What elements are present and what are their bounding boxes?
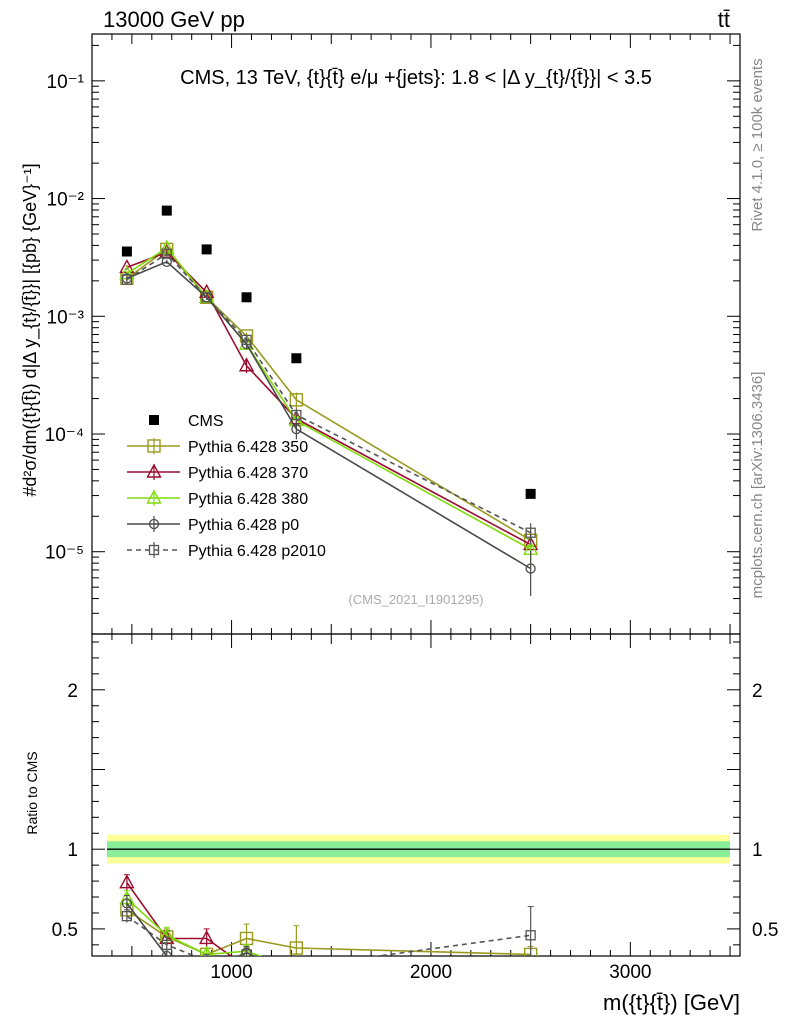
ratio-marker-pythia-6-428-380 bbox=[201, 945, 213, 956]
marker-pythia-6-428-p0 bbox=[525, 563, 536, 574]
ratio-series-group bbox=[119, 874, 538, 982]
ratio-plot-frame bbox=[91, 633, 741, 957]
x-tick-label: 3000 bbox=[609, 962, 651, 983]
marker-pythia-6-428-p2010 bbox=[201, 292, 212, 303]
marker-pythia-6-428-350 bbox=[289, 393, 304, 407]
ratio-y-tick-label: 2 bbox=[67, 681, 78, 702]
ratio-line-pythia-6-428-p0 bbox=[126, 902, 257, 956]
legend-label-cms: CMS bbox=[188, 413, 224, 430]
main-plot-data bbox=[119, 205, 539, 597]
legend-marker-pythia-6-428-350 bbox=[147, 439, 161, 453]
ratio-y-tick-label-right: 1 bbox=[752, 840, 763, 861]
marker-cms bbox=[525, 488, 536, 499]
legend-label-pythia-6-428-p0: Pythia 6.428 p0 bbox=[188, 517, 299, 534]
legend-label-pythia-6-428-p2010: Pythia 6.428 p2010 bbox=[188, 543, 326, 560]
ratio-marker-pythia-6-428-p0 bbox=[292, 969, 301, 978]
series-line-pythia-6-428-p0 bbox=[126, 260, 532, 570]
header-beam-label: 13000 GeV pp bbox=[103, 7, 245, 32]
ratio-marker-pythia-6-428-370 bbox=[198, 929, 215, 945]
series-line-pythia-6-428-370 bbox=[126, 251, 531, 546]
marker-cms bbox=[241, 292, 252, 303]
header-process-label: tt̄ bbox=[718, 7, 730, 32]
legend-marker-pythia-6-428-p0 bbox=[148, 518, 160, 530]
axis-ticks: 10⁻¹ 10⁻² 10⁻³ 10⁻⁴ 10⁻⁵ 0.5 0.5 1 1 2 2 1000 2000 30… bbox=[45, 34, 778, 983]
ratio-y-tick-label: 0.5 bbox=[52, 920, 78, 941]
legend-marker-cms bbox=[149, 415, 159, 425]
rivet-version-label: Rivet 4.1.0, ≥ 100k events bbox=[749, 58, 766, 231]
ratio-marker-pythia-6-428-350 bbox=[289, 941, 304, 955]
ratio-line-pythia-6-428-350 bbox=[126, 909, 531, 956]
ratio-line-pythia-6-428-370 bbox=[126, 882, 233, 956]
main-y-tick-label: 10⁻⁴ bbox=[45, 425, 84, 446]
ratio-y-axis-label: Ratio to CMS bbox=[24, 751, 40, 834]
ratio-line-pythia-6-428-p2010 bbox=[126, 915, 531, 956]
ratio-marker-pythia-6-428-p2010 bbox=[161, 939, 172, 950]
analysis-watermark: (CMS_2021_I1901295) bbox=[348, 592, 483, 607]
x-axis-label: m({t}{t̄}) [GeV] bbox=[603, 990, 740, 1015]
marker-pythia-6-428-p2010 bbox=[161, 248, 172, 259]
ratio-y-tick-label-right: 2 bbox=[752, 681, 763, 702]
ratio-marker-pythia-6-428-370 bbox=[290, 963, 303, 975]
y-axis-label: #d²σ/dm({t}{t̄}) d|Δ y_{t}/{t̄}}| [{pb} … bbox=[20, 163, 41, 496]
mcplots-label: mcplots.cern.ch [arXiv:1306.3436] bbox=[749, 372, 766, 599]
marker-pythia-6-428-p0 bbox=[161, 256, 172, 267]
marker-cms bbox=[201, 244, 212, 255]
marker-pythia-6-428-p2010 bbox=[241, 334, 252, 346]
ratio-marker-pythia-6-428-p2010 bbox=[241, 949, 252, 956]
marker-pythia-6-428-370 bbox=[238, 357, 255, 372]
legend-label-pythia-6-428-380: Pythia 6.428 380 bbox=[188, 491, 308, 508]
legend-label-pythia-6-428-350: Pythia 6.428 350 bbox=[188, 439, 308, 456]
ratio-marker-pythia-6-428-380 bbox=[290, 962, 303, 974]
marker-cms bbox=[291, 353, 302, 364]
legend-marker-pythia-6-428-380 bbox=[146, 489, 162, 504]
ratio-plot-data bbox=[119, 874, 538, 982]
ratio-y-tick-label-right: 0.5 bbox=[752, 920, 778, 941]
marker-cms bbox=[161, 205, 172, 216]
legend-marker-pythia-6-428-p2010 bbox=[148, 544, 160, 556]
ratio-uncertainty-band bbox=[106, 834, 731, 864]
marker-pythia-6-428-p2010 bbox=[525, 527, 536, 538]
legend: CMS Pythia 6.428 350 Pythia 6.428 370 Pythi… bbox=[127, 413, 326, 560]
ratio-marker-pythia-6-428-p0 bbox=[121, 898, 133, 909]
ratio-marker-pythia-6-428-p0 bbox=[526, 971, 535, 980]
ratio-marker-pythia-6-428-p2010 bbox=[292, 963, 301, 972]
marker-pythia-6-428-p0 bbox=[291, 423, 302, 435]
x-tick-label: 1000 bbox=[210, 962, 252, 983]
ratio-marker-pythia-6-428-370 bbox=[119, 874, 135, 889]
legend-marker-pythia-6-428-370 bbox=[146, 463, 162, 478]
ratio-marker-pythia-6-428-p2010 bbox=[525, 930, 536, 941]
marker-cms bbox=[121, 246, 132, 257]
ratio-marker-pythia-6-428-370 bbox=[524, 967, 537, 979]
main-y-tick-label: 10⁻¹ bbox=[47, 72, 85, 93]
ratio-marker-pythia-6-428-380 bbox=[524, 970, 537, 982]
marker-pythia-6-428-p2010 bbox=[291, 409, 302, 421]
main-y-tick-label: 10⁻⁵ bbox=[45, 543, 84, 564]
ratio-line-pythia-6-428-380 bbox=[126, 898, 263, 956]
series-line-pythia-6-428-p2010 bbox=[126, 252, 531, 534]
main-y-tick-label: 10⁻³ bbox=[47, 307, 85, 328]
legend-label-pythia-6-428-370: Pythia 6.428 370 bbox=[188, 465, 308, 482]
ratio-marker-pythia-6-428-p2010 bbox=[121, 910, 133, 922]
marker-pythia-6-428-p2010 bbox=[121, 274, 133, 285]
main-y-tick-label: 10⁻² bbox=[47, 190, 85, 211]
x-tick-label: 2000 bbox=[410, 962, 452, 983]
chart-title: CMS, 13 TeV, {t}{t̄} e/μ +{jets}: 1.8 < … bbox=[180, 67, 652, 89]
ratio-y-tick-label: 1 bbox=[67, 840, 78, 861]
